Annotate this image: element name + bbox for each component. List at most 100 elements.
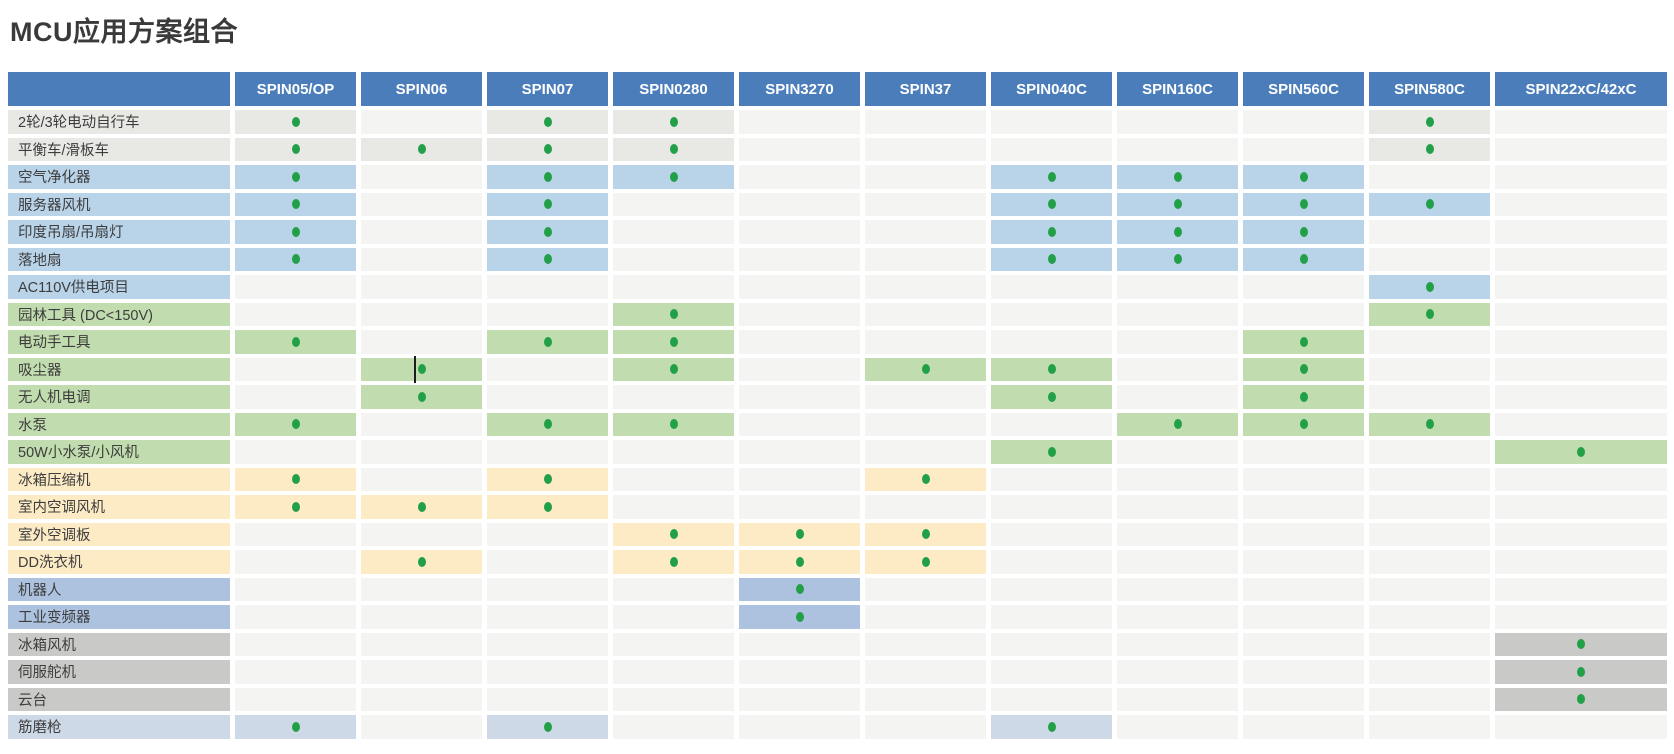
row-label-: 吸尘器 (8, 357, 230, 381)
matrix-cell (361, 440, 482, 464)
matrix-cell (361, 330, 482, 354)
matrix-cell (1369, 495, 1490, 519)
dot-icon (1299, 226, 1308, 237)
dot-icon (291, 116, 300, 127)
matrix-cell (739, 357, 860, 381)
matrix-cell (1369, 577, 1490, 601)
matrix-cell (1369, 302, 1490, 326)
matrix-cell (487, 440, 608, 464)
matrix-cell (235, 247, 356, 271)
matrix-cell (1117, 247, 1238, 271)
matrix-cell (613, 605, 734, 629)
row-label-: 工业变频器 (8, 605, 230, 629)
matrix-cell (1243, 220, 1364, 244)
row-label-ac110v: AC110V供电项目 (8, 275, 230, 299)
matrix-cell (361, 605, 482, 629)
matrix-cell (1243, 165, 1364, 189)
matrix-cell (1243, 632, 1364, 656)
dot-icon (921, 474, 930, 485)
matrix-cell (613, 192, 734, 216)
matrix-cell (739, 110, 860, 134)
matrix-cell (1243, 715, 1364, 739)
mcu-application-matrix: SPIN05/OP SPIN06 SPIN07 SPIN0280 SPIN3270 SPI… (8, 72, 1667, 739)
column-header-spin040c: SPIN040C (991, 72, 1112, 106)
dot-icon (291, 721, 300, 732)
dot-icon (291, 171, 300, 182)
matrix-cell (613, 247, 734, 271)
matrix-cell (1243, 440, 1364, 464)
matrix-cell (865, 522, 986, 546)
matrix-cell (1495, 110, 1667, 134)
matrix-cell (361, 715, 482, 739)
matrix-cell (235, 660, 356, 684)
matrix-cell (235, 357, 356, 381)
dot-icon (1299, 391, 1308, 402)
corner-header-cell (8, 72, 230, 106)
matrix-cell (865, 605, 986, 629)
matrix-cell (865, 412, 986, 436)
matrix-cell (1369, 247, 1490, 271)
matrix-cell (739, 275, 860, 299)
matrix-cell (1243, 412, 1364, 436)
matrix-cell (991, 137, 1112, 161)
matrix-cell (865, 715, 986, 739)
matrix-cell (613, 385, 734, 409)
matrix-cell (235, 715, 356, 739)
dot-icon (669, 364, 678, 375)
matrix-cell (1117, 302, 1238, 326)
matrix-cell (739, 660, 860, 684)
matrix-cell (361, 110, 482, 134)
dot-icon (543, 116, 552, 127)
matrix-cell (739, 605, 860, 629)
matrix-cell (1243, 330, 1364, 354)
matrix-cell (235, 412, 356, 436)
matrix-cell (991, 275, 1112, 299)
matrix-cell (1117, 412, 1238, 436)
matrix-cell (1369, 467, 1490, 491)
matrix-cell (487, 165, 608, 189)
matrix-cell (361, 137, 482, 161)
matrix-cell (1369, 605, 1490, 629)
matrix-cell (991, 605, 1112, 629)
matrix-cell (991, 467, 1112, 491)
matrix-cell (1369, 275, 1490, 299)
matrix-cell (361, 412, 482, 436)
dot-icon (1577, 694, 1585, 705)
dot-icon (543, 254, 552, 265)
matrix-cell (991, 495, 1112, 519)
matrix-cell (1117, 165, 1238, 189)
column-header-spin3270: SPIN3270 (739, 72, 860, 106)
matrix-cell (1495, 275, 1667, 299)
matrix-cell (865, 247, 986, 271)
row-label-: 落地扇 (8, 247, 230, 271)
matrix-cell (1495, 247, 1667, 271)
matrix-cell (865, 137, 986, 161)
matrix-cell (1495, 192, 1667, 216)
matrix-cell (865, 220, 986, 244)
matrix-cell (487, 495, 608, 519)
column-header-spin0280: SPIN0280 (613, 72, 734, 106)
matrix-cell (487, 605, 608, 629)
matrix-cell (361, 355, 482, 383)
matrix-cell (1243, 137, 1364, 161)
matrix-cell (487, 522, 608, 546)
matrix-cell (1243, 357, 1364, 381)
matrix-cell (487, 220, 608, 244)
matrix-cell (1369, 522, 1490, 546)
matrix-cell (1369, 137, 1490, 161)
matrix-cell (487, 660, 608, 684)
matrix-cell (235, 550, 356, 574)
matrix-cell (1495, 550, 1667, 574)
matrix-cell (235, 385, 356, 409)
dot-icon (1047, 171, 1056, 182)
matrix-cell (1117, 715, 1238, 739)
matrix-cell (613, 330, 734, 354)
dot-icon (543, 226, 552, 237)
text-cursor-artifact (413, 355, 416, 383)
matrix-cell (865, 467, 986, 491)
matrix-cell (1117, 192, 1238, 216)
matrix-cell (361, 660, 482, 684)
matrix-cell (991, 192, 1112, 216)
matrix-cell (865, 550, 986, 574)
dot-icon (1425, 309, 1434, 320)
